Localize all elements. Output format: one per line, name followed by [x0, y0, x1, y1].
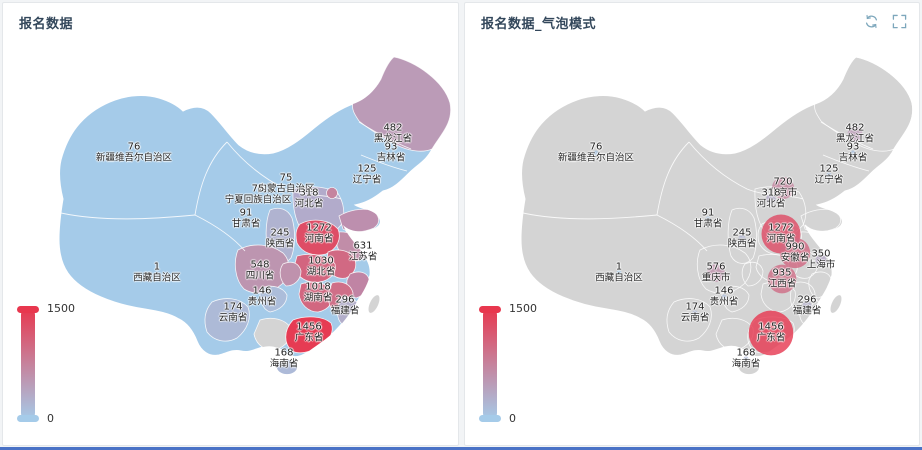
map-canvas-choropleth[interactable] [3, 3, 461, 447]
province-bubble[interactable] [738, 235, 746, 243]
province-region[interactable] [326, 187, 338, 199]
province-region[interactable] [337, 296, 360, 325]
province-bubble[interactable] [850, 150, 856, 156]
taiwan-island [829, 294, 843, 314]
visualmap-handle-low[interactable] [17, 415, 39, 422]
next-row-chart-edge [0, 447, 922, 450]
province-bubble[interactable] [692, 310, 698, 316]
visualmap-max-label: 1500 [509, 302, 537, 315]
province-region[interactable] [279, 261, 302, 287]
province-bubble[interactable] [826, 172, 832, 178]
visualmap-handle-high[interactable] [17, 306, 39, 313]
province-bubble[interactable] [802, 301, 812, 311]
china-map-bubble[interactable]: 76 新疆维吾尔自治区 1 西藏自治区 91 甘肃省 245 陕西省 576 重庆市 174 云南省 1… [465, 3, 919, 445]
province-region[interactable] [234, 244, 290, 294]
fullscreen-icon[interactable] [892, 14, 907, 29]
province-region[interactable] [666, 298, 712, 342]
map-canvas-bubble[interactable] [465, 3, 922, 447]
province-region[interactable] [298, 281, 334, 313]
panel-title-right: 报名数据_气泡模式 [481, 17, 597, 32]
visualmap-min-label: 0 [47, 412, 54, 425]
province-region[interactable] [696, 244, 752, 294]
panel-choropleth: 76 新疆维吾尔自治区 1 西藏自治区 75 内蒙古自治区 75 宁夏回族自治区 91 甘肃省 24… [2, 2, 459, 446]
province-bubble[interactable] [616, 270, 622, 276]
province-bubble[interactable] [767, 264, 797, 294]
visualmap-handle-low[interactable] [479, 415, 501, 422]
province-region[interactable] [204, 298, 250, 342]
province-region[interactable] [721, 285, 750, 313]
province-bubble[interactable] [766, 194, 776, 204]
visualmap-legend: 1500 0 [479, 300, 573, 434]
visualmap-gradient-bar[interactable] [17, 306, 39, 422]
province-region[interactable] [293, 254, 336, 283]
province-region[interactable] [285, 316, 333, 354]
refresh-icon[interactable] [864, 14, 879, 29]
panel-toolbar [864, 14, 907, 29]
province-bubble[interactable] [705, 216, 711, 222]
province-bubble[interactable] [707, 264, 725, 282]
province-region[interactable] [295, 219, 340, 256]
visualmap-max-label: 1500 [47, 302, 75, 315]
hainan-island[interactable] [738, 359, 760, 375]
visualmap-legend: 1500 0 [17, 300, 111, 434]
province-bubble[interactable] [847, 126, 863, 142]
province-bubble[interactable] [815, 254, 827, 266]
province-bubble[interactable] [748, 310, 794, 356]
visualmap-min-label: 0 [509, 412, 516, 425]
province-region[interactable] [741, 261, 764, 287]
province-bubble[interactable] [771, 176, 795, 200]
province-region[interactable] [727, 207, 757, 264]
province-bubble[interactable] [743, 356, 749, 362]
panel-title-left: 报名数据 [19, 17, 74, 32]
taiwan-island [367, 294, 381, 314]
visualmap-gradient-bar[interactable] [479, 306, 501, 422]
visualmap-handle-high[interactable] [479, 306, 501, 313]
hainan-island[interactable] [276, 359, 298, 375]
province-bubble[interactable] [721, 294, 727, 300]
province-region[interactable] [259, 285, 288, 313]
province-bubble[interactable] [593, 150, 599, 156]
panel-bubble: 76 新疆维吾尔自治区 1 西藏自治区 91 甘肃省 245 陕西省 576 重庆市 174 云南省 1… [464, 2, 920, 446]
province-bubble[interactable] [779, 237, 811, 269]
china-outline[interactable] [520, 56, 914, 358]
